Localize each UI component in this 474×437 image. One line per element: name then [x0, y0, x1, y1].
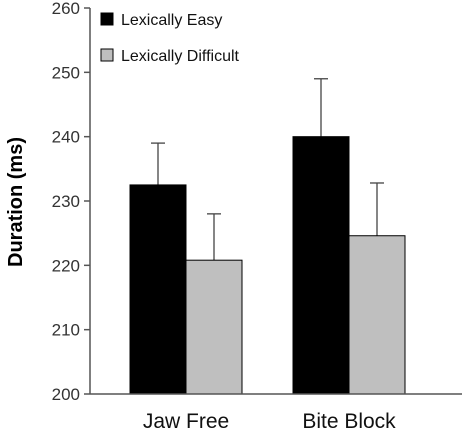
x-category-label: Jaw Free [143, 410, 229, 433]
x-axis: Jaw Free Bite Block [143, 410, 396, 433]
bar-lexically-difficult-0 [185, 259, 243, 395]
legend-label: Lexically Easy [121, 12, 222, 29]
y-axis-title: Duration (ms) [5, 137, 27, 267]
y-tick-label: 220 [52, 256, 80, 275]
y-tick-label: 210 [52, 321, 80, 340]
legend-swatch [100, 12, 114, 26]
legend: Lexically Easy Lexically Difficult [100, 12, 240, 65]
y-tick-label: 240 [52, 128, 80, 147]
bar-lexically-easy-1 [292, 136, 350, 395]
x-category-label: Bite Block [302, 410, 396, 433]
y-axis: 200 210 220 230 240 250 260 [52, 0, 90, 404]
legend-label: Lexically Difficult [121, 48, 240, 65]
bar-lexically-difficult-1 [348, 235, 406, 395]
y-tick-label: 250 [52, 63, 80, 82]
y-tick-label: 260 [52, 0, 80, 18]
y-tick-label: 200 [52, 385, 80, 404]
y-tick-label: 230 [52, 192, 80, 211]
bars [129, 136, 406, 395]
error-bars [151, 78, 384, 261]
legend-swatch [100, 48, 114, 62]
bar-lexically-easy-0 [129, 184, 187, 395]
